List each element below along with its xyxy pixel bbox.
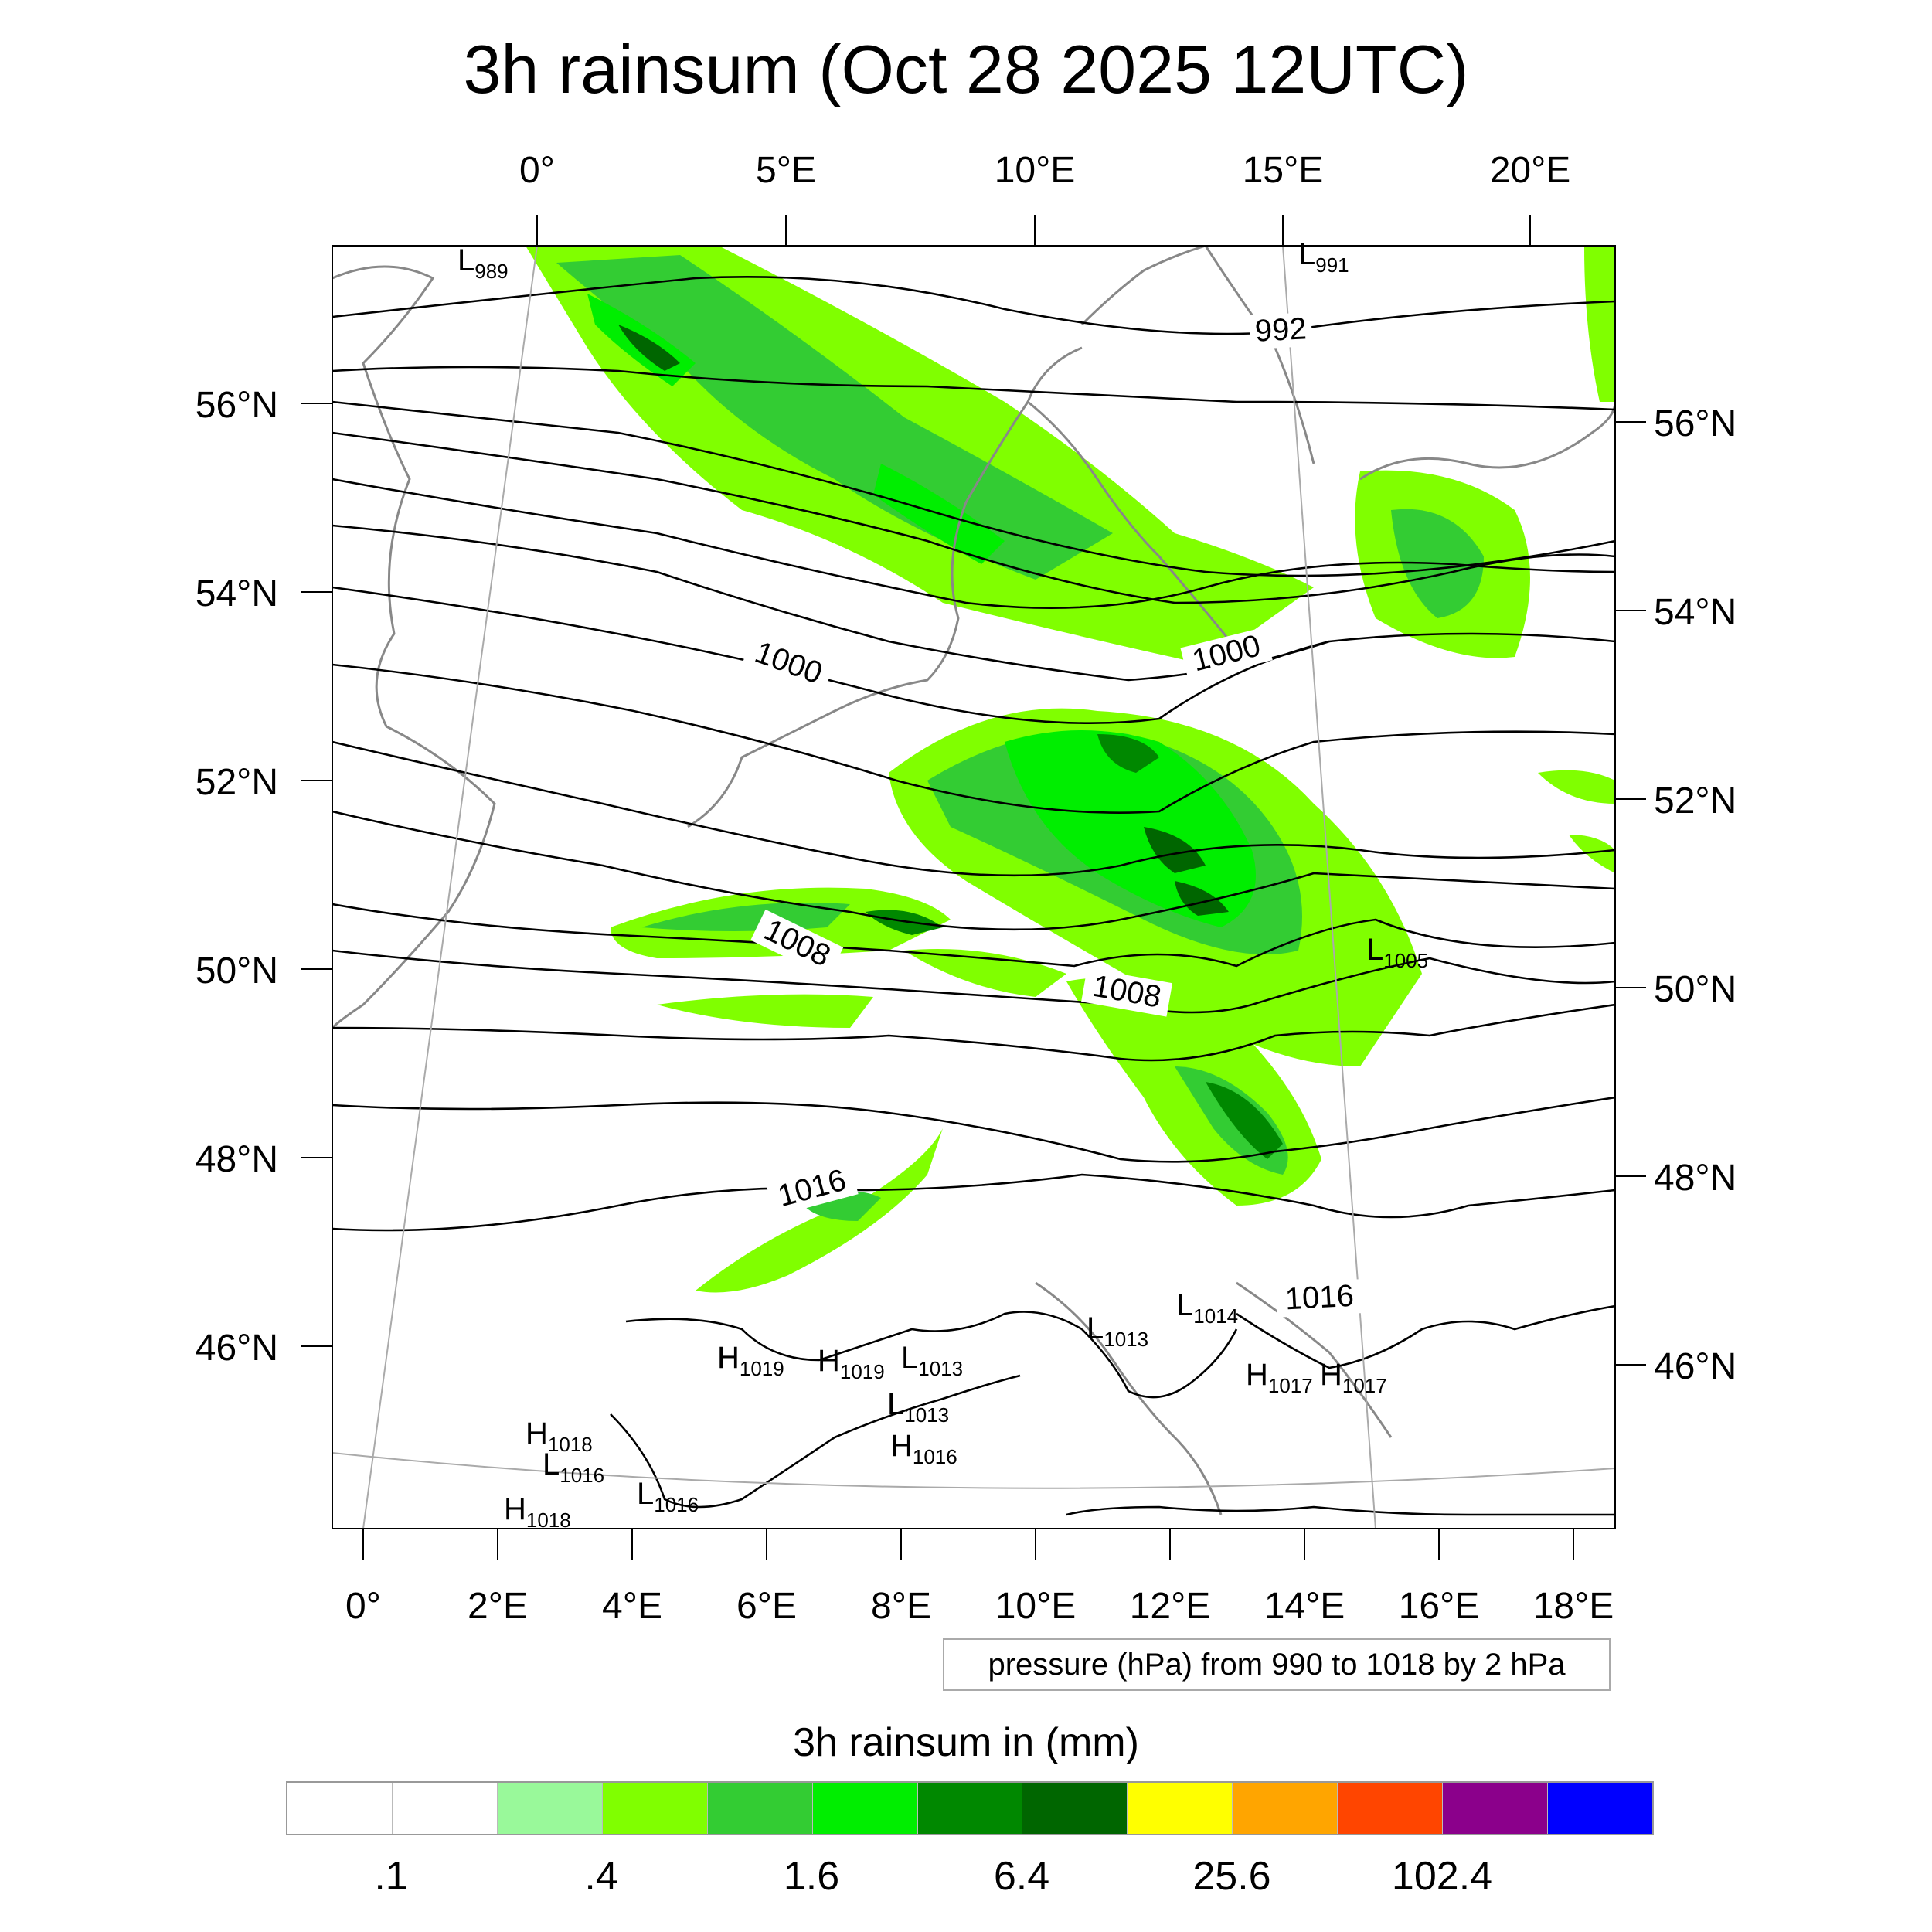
low-marker: L1013 (901, 1341, 963, 1380)
bottom-lon-label: 14°E (1264, 1586, 1345, 1627)
colorbar-label: 102.4 (1391, 1854, 1493, 1899)
contour-label: 1000 (750, 635, 827, 691)
bottom-lon-label: 4°E (602, 1586, 662, 1627)
colorbar-swatch (1022, 1783, 1128, 1834)
right-lat-label: 48°N (1654, 1158, 1736, 1199)
left-lat-label: 52°N (196, 762, 278, 803)
top-lon-label: 15°E (1243, 150, 1324, 191)
high-marker: H1017 (1320, 1358, 1387, 1397)
top-ticks (536, 215, 1531, 246)
colorbar-swatch (1233, 1783, 1338, 1834)
top-lon-labels: 0° 5°E 10°E 15°E 20°E (519, 150, 1570, 191)
bottom-lon-label: 6°E (736, 1586, 797, 1627)
right-lat-label: 54°N (1654, 592, 1736, 633)
colorbar-swatch (1443, 1783, 1549, 1834)
right-lat-label: 56°N (1654, 403, 1736, 444)
high-marker: H1019 (818, 1344, 885, 1383)
colorbar-label: .4 (584, 1854, 618, 1899)
map-frame (332, 245, 1616, 1529)
colorbar (286, 1781, 1654, 1835)
colorbar-swatch (812, 1783, 918, 1834)
colorbar-swatch (287, 1783, 393, 1834)
left-lat-label: 54°N (196, 573, 278, 614)
left-lat-labels: 56°N 54°N 52°N 50°N 48°N 46°N (196, 385, 278, 1369)
bottom-lon-label: 16°E (1399, 1586, 1480, 1627)
top-lon-label: 10°E (995, 150, 1076, 191)
colorbar-swatch (497, 1783, 603, 1834)
low-marker: L1005 (1366, 933, 1428, 972)
graticule (332, 245, 1616, 1529)
colorbar-label: 1.6 (783, 1854, 840, 1899)
colorbar-swatch (602, 1783, 708, 1834)
colorbar-label: 6.4 (993, 1854, 1050, 1899)
top-lon-label: 20°E (1490, 150, 1571, 191)
low-marker: L1016 (543, 1447, 604, 1487)
top-lon-label: 0° (519, 150, 555, 191)
colorbar-swatch (1128, 1783, 1233, 1834)
colorbar-swatch (1548, 1783, 1652, 1834)
low-marker: L1013 (887, 1387, 949, 1427)
colorbar-title: 3h rainsum in (mm) (793, 1720, 1139, 1765)
bottom-lon-label: 10°E (995, 1586, 1077, 1627)
bottom-lon-labels: 0° 2°E 4°E 6°E 8°E 10°E 12°E 14°E 16°E 1… (345, 1586, 1614, 1627)
contour-label: 1016 (1284, 1279, 1355, 1317)
left-lat-label: 56°N (196, 385, 278, 426)
map-title: 3h rainsum (Oct 28 2025 12UTC) (463, 31, 1469, 107)
low-marker: L1016 (637, 1477, 699, 1516)
rain-field (526, 246, 1615, 1293)
pressure-systems: L989 L991 L1005 L1014 L1013 H1019 H1019 … (457, 237, 1428, 1532)
right-lat-labels: 56°N 54°N 52°N 50°N 48°N 46°N (1654, 403, 1736, 1387)
low-marker: L991 (1298, 237, 1349, 277)
bottom-lon-label: 2°E (468, 1586, 528, 1627)
high-marker: H1016 (890, 1429, 957, 1468)
colorbar-label: 25.6 (1192, 1854, 1271, 1899)
pressure-contour-note: pressure (hPa) from 990 to 1018 by 2 hPa (943, 1638, 1611, 1691)
low-marker: L1013 (1087, 1311, 1148, 1351)
left-lat-label: 50°N (196, 951, 278, 992)
colorbar-swatch (917, 1783, 1023, 1834)
left-lat-label: 46°N (196, 1328, 278, 1369)
high-marker: H1017 (1246, 1358, 1313, 1397)
low-marker: L1014 (1176, 1288, 1238, 1328)
colorbar-label: .1 (374, 1854, 408, 1899)
colorbar-swatch (1338, 1783, 1444, 1834)
left-lat-label: 48°N (196, 1139, 278, 1180)
colorbar-swatch (707, 1783, 813, 1834)
side-ticks (301, 403, 1646, 1366)
bottom-ticks (362, 1529, 1574, 1560)
colorbar-swatch (392, 1783, 498, 1834)
high-marker: H1018 (526, 1417, 593, 1456)
bottom-lon-label: 8°E (871, 1586, 931, 1627)
bottom-lon-label: 18°E (1533, 1586, 1614, 1627)
contour-label: 992 (1254, 311, 1308, 348)
top-lon-label: 5°E (756, 150, 816, 191)
high-marker: H1019 (717, 1341, 784, 1380)
low-marker: L989 (457, 243, 509, 283)
right-lat-label: 46°N (1654, 1346, 1736, 1387)
high-marker: H1018 (504, 1492, 571, 1532)
right-lat-label: 52°N (1654, 781, 1736, 821)
bottom-lon-label: 0° (345, 1586, 381, 1627)
bottom-lon-label: 12°E (1130, 1586, 1211, 1627)
pressure-contours (332, 276, 1615, 1516)
right-lat-label: 50°N (1654, 969, 1736, 1010)
